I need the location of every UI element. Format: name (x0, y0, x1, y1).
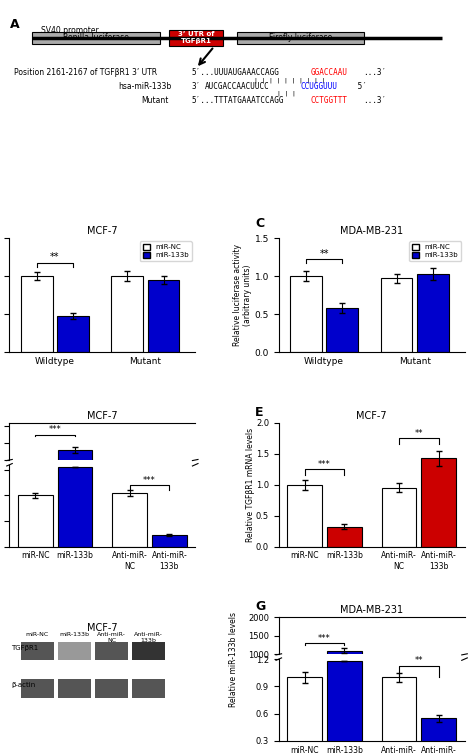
Text: 5′: 5′ (353, 82, 367, 91)
Bar (382, 488, 416, 547)
FancyBboxPatch shape (132, 642, 165, 661)
Text: ***: *** (318, 460, 331, 469)
Text: β-actin: β-actin (11, 682, 36, 688)
Text: CCUGGUUU: CCUGGUUU (301, 82, 337, 91)
Title: MCF-7: MCF-7 (87, 226, 118, 236)
Text: MCF-7: MCF-7 (87, 624, 118, 634)
Text: | | | | | | | | | |: | | | | | | | | | | (254, 77, 326, 82)
Text: Firefly luciferase: Firefly luciferase (269, 33, 332, 42)
Text: Renilla luciferase: Renilla luciferase (63, 33, 129, 42)
Legend: miR-NC, miR-133b: miR-NC, miR-133b (410, 241, 461, 262)
Bar (18, 495, 53, 547)
Bar (58, 450, 92, 528)
Text: | | |: | | | (277, 91, 296, 96)
Text: G: G (255, 600, 265, 613)
Legend: miR-NC, miR-133b: miR-NC, miR-133b (140, 241, 192, 262)
Text: 3’ UTR of
TGFβR1: 3’ UTR of TGFβR1 (178, 32, 214, 45)
Text: Position 2161-2167 of TGFβR1 3’ UTR: Position 2161-2167 of TGFβR1 3’ UTR (14, 69, 157, 77)
Text: TGFβR1: TGFβR1 (11, 645, 38, 651)
Text: Anti-miR-
133b: Anti-miR- 133b (134, 632, 163, 643)
Bar (381, 278, 412, 352)
Text: 5′...UUUAUGAAACCAGG: 5′...UUUAUGAAACCAGG (191, 69, 279, 77)
Bar (327, 651, 362, 692)
Text: Mutant: Mutant (141, 96, 169, 105)
Text: E: E (255, 406, 264, 419)
Text: AUCGACCAACUUCC: AUCGACCAACUUCC (205, 82, 270, 91)
Text: ***: *** (318, 634, 331, 643)
Text: ...3′: ...3′ (364, 69, 387, 77)
Bar (327, 527, 362, 547)
Bar (287, 677, 322, 756)
FancyBboxPatch shape (32, 32, 160, 44)
Title: MDA-MB-231: MDA-MB-231 (340, 605, 403, 615)
Bar (417, 274, 449, 352)
Bar (57, 317, 89, 352)
Bar (147, 280, 179, 352)
FancyBboxPatch shape (58, 642, 91, 661)
Bar (421, 458, 456, 547)
Text: ***: *** (143, 476, 156, 485)
Text: **: ** (50, 253, 60, 262)
Title: MDA-MB-231: MDA-MB-231 (340, 226, 403, 236)
Text: **: ** (415, 429, 423, 438)
Text: SV40 promoter: SV40 promoter (41, 26, 99, 35)
Text: miR-NC: miR-NC (26, 632, 49, 637)
Bar (287, 485, 322, 547)
FancyBboxPatch shape (58, 679, 91, 698)
Text: GGACCAAU: GGACCAAU (311, 69, 348, 77)
Bar (112, 493, 147, 547)
Text: 5′...TTTATGAAATCCAGG: 5′...TTTATGAAATCCAGG (191, 96, 284, 105)
Text: A: A (9, 18, 19, 31)
Y-axis label: Relative luciferase activity
(arbitrary units): Relative luciferase activity (arbitrary … (233, 244, 252, 346)
Title: MCF-7: MCF-7 (356, 411, 387, 420)
Y-axis label: Relative miR-133b levels: Relative miR-133b levels (229, 612, 238, 707)
FancyBboxPatch shape (21, 642, 54, 661)
Bar (111, 276, 143, 352)
Bar (290, 276, 322, 352)
FancyBboxPatch shape (95, 642, 128, 661)
Bar (421, 718, 456, 756)
Text: 3′: 3′ (191, 82, 201, 91)
Text: Anti-miR-
NC: Anti-miR- NC (97, 632, 126, 643)
Bar (382, 677, 416, 756)
Title: MCF-7: MCF-7 (87, 411, 118, 420)
Text: **: ** (415, 656, 423, 665)
Bar (152, 535, 187, 547)
Bar (21, 276, 53, 352)
Text: miR-133b: miR-133b (59, 632, 90, 637)
Text: ***: *** (49, 426, 62, 435)
FancyBboxPatch shape (132, 679, 165, 698)
Text: ...3′: ...3′ (364, 96, 387, 105)
Text: CCTGGTTT: CCTGGTTT (311, 96, 348, 105)
Text: hsa-miR-133b: hsa-miR-133b (118, 82, 172, 91)
Bar (327, 661, 362, 756)
FancyBboxPatch shape (237, 32, 365, 44)
Text: C: C (255, 218, 264, 231)
FancyBboxPatch shape (169, 30, 223, 45)
Y-axis label: Relative TGFβR1 mRNA levels: Relative TGFβR1 mRNA levels (246, 428, 255, 542)
FancyBboxPatch shape (21, 679, 54, 698)
FancyBboxPatch shape (95, 679, 128, 698)
Text: **: ** (319, 249, 329, 259)
Bar (327, 308, 358, 352)
Bar (58, 467, 92, 547)
